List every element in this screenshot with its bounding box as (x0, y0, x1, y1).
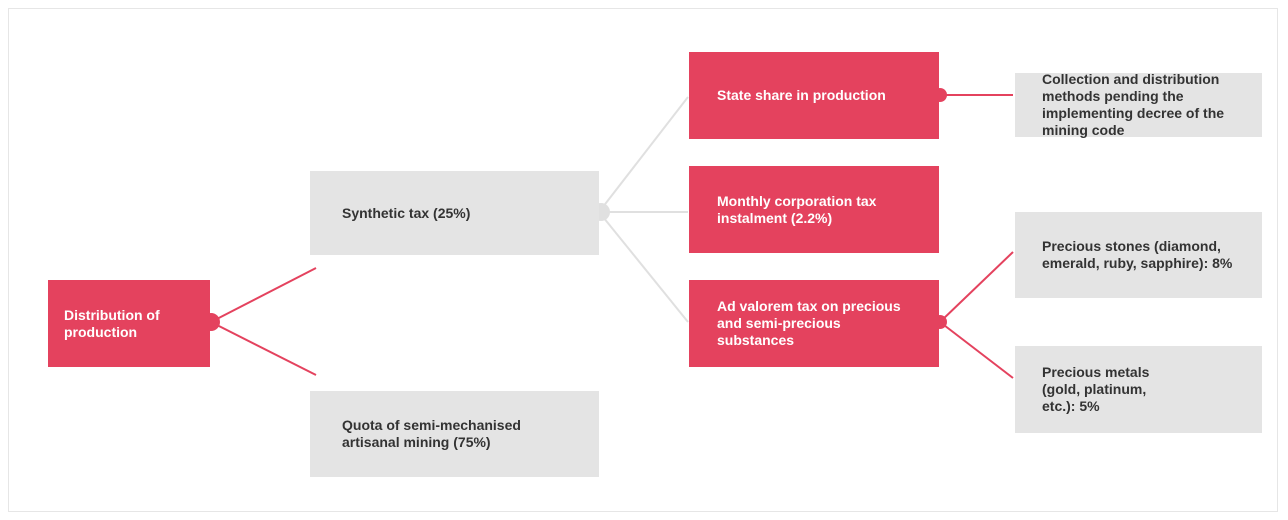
connector-advalorem-stones (939, 251, 1014, 323)
node-label: Monthly corporation tax instalment (2.2%… (717, 192, 877, 226)
node-label: Precious stones (diamond, emerald, ruby,… (1042, 238, 1233, 271)
node-label: Distribution of production (64, 306, 160, 340)
node-label: Precious metals (gold, platinum, etc.): … (1042, 364, 1150, 414)
node-label: Ad valorem tax on precious and semi-prec… (717, 298, 901, 348)
node-precious-metals: Precious metals (gold, platinum, etc.): … (1015, 346, 1262, 433)
node-quota-artisanal-mining: Quota of semi-mechanised artisanal minin… (310, 391, 599, 477)
connector-root-quota (210, 321, 317, 376)
node-label: State share in production (717, 87, 886, 103)
node-label: Synthetic tax (25%) (342, 204, 471, 221)
node-distribution-of-production: Distribution of production (48, 280, 210, 367)
connector-root-synthetic (210, 267, 317, 323)
connector-advalorem-metals (939, 321, 1014, 379)
connector-synthetic-state (598, 96, 689, 213)
node-ad-valorem-tax: Ad valorem tax on precious and semi-prec… (689, 280, 939, 367)
node-precious-stones: Precious stones (diamond, emerald, ruby,… (1015, 212, 1262, 298)
node-state-share: State share in production (689, 52, 939, 139)
connector-synthetic-advalorem (598, 211, 689, 323)
node-synthetic-tax: Synthetic tax (25%) (310, 171, 599, 255)
node-label: Collection and distribution methods pend… (1042, 71, 1225, 138)
node-label: Quota of semi-mechanised artisanal minin… (342, 417, 521, 450)
node-collection-methods: Collection and distribution methods pend… (1015, 71, 1262, 138)
node-monthly-corporation-tax: Monthly corporation tax instalment (2.2%… (689, 166, 939, 253)
